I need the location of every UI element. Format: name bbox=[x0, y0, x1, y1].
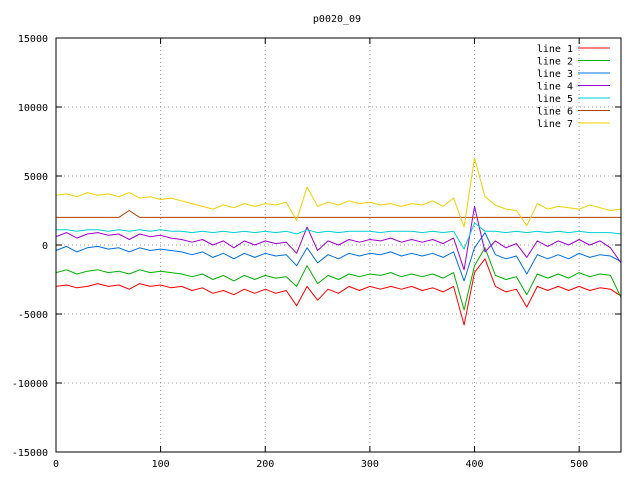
legend-label: line 1 bbox=[537, 44, 573, 55]
y-tick-label: 5000 bbox=[24, 172, 48, 183]
legend-label: line 4 bbox=[537, 82, 573, 93]
series-line-4 bbox=[55, 205, 622, 271]
legend-label: line 7 bbox=[537, 119, 573, 130]
y-tick-label: 10000 bbox=[18, 103, 48, 114]
legend-label: line 5 bbox=[537, 94, 573, 105]
series-line-1 bbox=[55, 258, 622, 326]
y-tick-label: 15000 bbox=[18, 34, 48, 45]
series-line-5 bbox=[56, 222, 622, 250]
y-tick-label: -10000 bbox=[12, 379, 48, 390]
x-tick-label: 300 bbox=[361, 459, 379, 470]
series-line-2 bbox=[55, 247, 622, 311]
x-tick-label: 500 bbox=[570, 459, 588, 470]
legend-label: line 2 bbox=[537, 57, 573, 68]
chart-title: p0020_09 bbox=[313, 14, 361, 25]
series-line-6 bbox=[56, 210, 621, 218]
axis-ticks: 0 100 200 300 400 500 -15000 -10000 -5000 0 5000 10… bbox=[12, 34, 621, 470]
y-tick-label: 0 bbox=[42, 241, 48, 252]
x-tick-label: 100 bbox=[152, 459, 170, 470]
series-line-3 bbox=[55, 232, 622, 282]
y-tick-label: -15000 bbox=[12, 448, 48, 459]
x-tick-label: 200 bbox=[256, 459, 274, 470]
x-tick-label: 0 bbox=[53, 459, 59, 470]
series-group bbox=[55, 157, 622, 326]
series-line-7 bbox=[55, 157, 622, 228]
legend-label: line 6 bbox=[537, 107, 573, 118]
legend-label: line 3 bbox=[537, 69, 573, 80]
grid bbox=[56, 38, 621, 452]
x-tick-label: 400 bbox=[465, 459, 483, 470]
y-tick-label: -5000 bbox=[18, 310, 48, 321]
